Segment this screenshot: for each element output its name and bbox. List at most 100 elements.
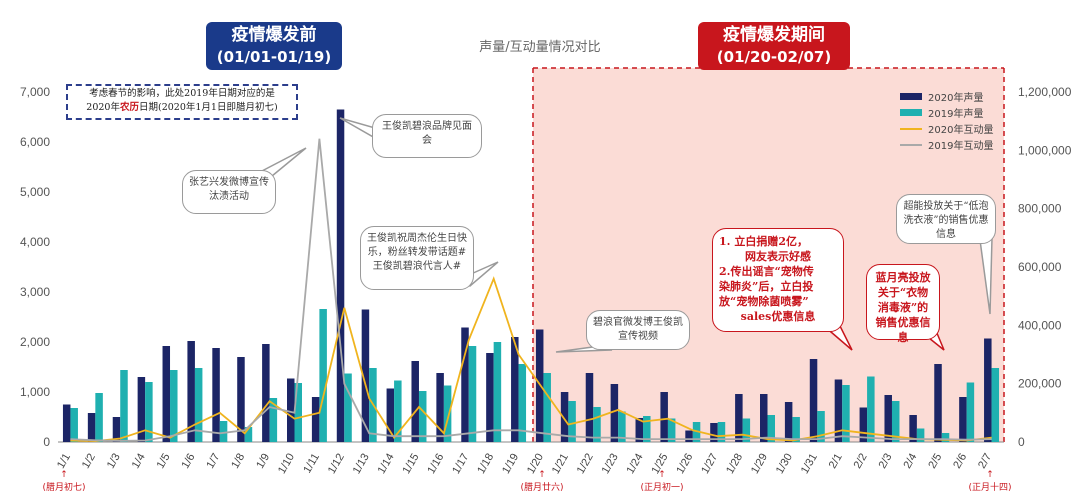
bar-2019年声量 xyxy=(468,346,477,442)
x-tick-label: 1/31 xyxy=(799,452,820,477)
callout-birthday: 王俊凯祝周杰伦生日快乐，粉丝转发带话题#王俊凯碧浪代言人# xyxy=(360,226,474,290)
libai-line-2: 网友表示好感 xyxy=(745,250,811,263)
x-tick-label: 1/7 xyxy=(204,452,222,471)
x-tick-label: 1/29 xyxy=(749,452,770,477)
x-tick-label: 1/28 xyxy=(724,452,745,477)
bar-2019年声量 xyxy=(643,416,651,442)
x-tick-label: 1/30 xyxy=(774,452,795,477)
lunar-note-box: 考虑春节的影响，此处2019年日期对应的是 2020年农历日期(2020年1月1… xyxy=(66,84,298,120)
bar-2020年声量 xyxy=(511,337,519,442)
bar-2019年声量 xyxy=(867,376,875,442)
libai-line-1: 1. 立白捐赠2亿， xyxy=(719,235,808,248)
bar-2019年声量 xyxy=(717,422,726,442)
libai-line-4: 染肺炎”后，立白投 xyxy=(719,280,814,293)
y-left-tick-label: 7,000 xyxy=(20,85,50,99)
bar-2020年声量 xyxy=(685,430,693,442)
x-tick-label: 2/6 xyxy=(951,452,969,471)
x-tick-label: 1/5 xyxy=(155,452,173,471)
x-tick-label: 1/12 xyxy=(326,452,347,477)
lunar-label-2-7: ↑ (正月十四) xyxy=(968,470,1012,493)
legend-swatch-2020年声量 xyxy=(900,93,922,100)
x-tick-label: 1/9 xyxy=(254,452,272,471)
x-tick-label: 1/6 xyxy=(179,452,197,471)
bar-2020年声量 xyxy=(137,377,146,442)
x-tick-label: 1/17 xyxy=(450,452,471,477)
bar-2019年声量 xyxy=(916,428,925,442)
libai-line-6: sales优惠信息 xyxy=(740,310,816,323)
bar-2020年声量 xyxy=(436,373,444,442)
x-tick-label: 2/3 xyxy=(877,452,895,471)
bar-2019年声量 xyxy=(319,309,327,442)
y-left-tick-label: 5,000 xyxy=(20,185,50,199)
note-lunar: 农历 xyxy=(119,102,139,113)
bar-2020年声量 xyxy=(461,327,469,442)
outbreak-title: 疫情爆发期间 xyxy=(723,25,825,45)
note-line-2: 2020年农历日期(2020年1月1日即腊月初七) xyxy=(70,101,294,115)
y-left-tick-label: 0 xyxy=(43,435,50,449)
x-tick-label: 1/22 xyxy=(575,452,596,477)
bar-2020年声量 xyxy=(585,373,594,442)
bar-2019年声量 xyxy=(518,364,527,442)
callout-fan-meeting: 王俊凯碧浪品牌见面会 xyxy=(372,114,482,158)
bar-2019年声量 xyxy=(618,411,626,442)
legend-label: 2020年声量 xyxy=(928,91,983,104)
y-left-tick-label: 2,000 xyxy=(20,335,50,349)
bar-2020年声量 xyxy=(411,361,419,442)
bar-2020年声量 xyxy=(336,109,345,442)
x-tick-label: 1/13 xyxy=(351,452,372,477)
bar-2020年声量 xyxy=(760,394,768,442)
x-tick-label: 1/1 xyxy=(55,452,73,471)
bar-2019年声量 xyxy=(891,401,900,442)
bar-2019年声量 xyxy=(418,391,427,442)
libai-line-5: 放“宠物除菌喷雾” xyxy=(719,295,809,308)
bar-2019年声量 xyxy=(95,393,103,442)
pre-outbreak-badge: 疫情爆发前 (01/01-01/19) xyxy=(206,22,342,70)
bar-2019年声量 xyxy=(742,418,751,442)
bar-2019年声量 xyxy=(842,385,850,442)
bar-2020年声量 xyxy=(237,357,245,442)
bar-2020年声量 xyxy=(560,392,569,442)
legend-swatch-2019年声量 xyxy=(900,109,922,116)
bar-2019年声量 xyxy=(145,382,153,442)
callout-blue-moon: 蓝月亮投放关于“衣物消毒液”的销售优惠信息 xyxy=(866,264,940,344)
bar-2019年声量 xyxy=(543,373,551,442)
x-tick-label: 1/4 xyxy=(130,452,148,471)
x-tick-label: 1/23 xyxy=(600,452,621,477)
y-left-tick-label: 1,000 xyxy=(20,385,50,399)
x-tick-label: 1/27 xyxy=(699,452,720,477)
pre-outbreak-title: 疫情爆发前 xyxy=(231,25,317,45)
y-right-tick-label: 600,000 xyxy=(1018,260,1062,274)
x-tick-label: 1/10 xyxy=(276,452,297,477)
y-right-tick-label: 1,000,000 xyxy=(1018,143,1072,157)
bar-2019年声量 xyxy=(966,382,975,442)
bar-2019年声量 xyxy=(593,407,601,442)
x-tick-label: 1/8 xyxy=(229,452,247,471)
x-tick-label: 1/14 xyxy=(376,452,397,477)
x-tick-label: 1/2 xyxy=(80,452,98,471)
bar-2020年声量 xyxy=(909,415,917,442)
bar-2020年声量 xyxy=(486,353,494,442)
bar-2020年声量 xyxy=(361,309,370,442)
bar-2019年声量 xyxy=(792,417,800,442)
bar-2020年声量 xyxy=(187,341,195,442)
note-line-1: 考虑春节的影响，此处2019年日期对应的是 xyxy=(89,88,275,99)
outbreak-range: (01/20-02/07) xyxy=(716,48,832,66)
bar-2020年声量 xyxy=(735,394,743,442)
bar-2019年声量 xyxy=(667,418,676,442)
x-tick-label: 2/7 xyxy=(976,452,994,471)
bar-2020年声量 xyxy=(610,384,619,442)
y-right-tick-label: 1,200,000 xyxy=(1018,85,1072,99)
x-tick-label: 1/18 xyxy=(475,452,496,477)
bar-2019年声量 xyxy=(170,370,178,442)
bar-2019年声量 xyxy=(817,411,825,442)
outbreak-badge: 疫情爆发期间 (01/20-02/07) xyxy=(698,22,850,70)
bar-2019年声量 xyxy=(443,385,452,442)
bar-2019年声量 xyxy=(767,415,775,442)
note-date: 日期(2020年1月1日即腊月初七) xyxy=(139,102,278,113)
bar-2019年声量 xyxy=(568,401,576,442)
bar-2020年声量 xyxy=(660,392,668,442)
bar-2020年声量 xyxy=(959,397,967,442)
legend-label: 2019年互动量 xyxy=(928,139,993,152)
bar-2019年声量 xyxy=(294,383,302,442)
